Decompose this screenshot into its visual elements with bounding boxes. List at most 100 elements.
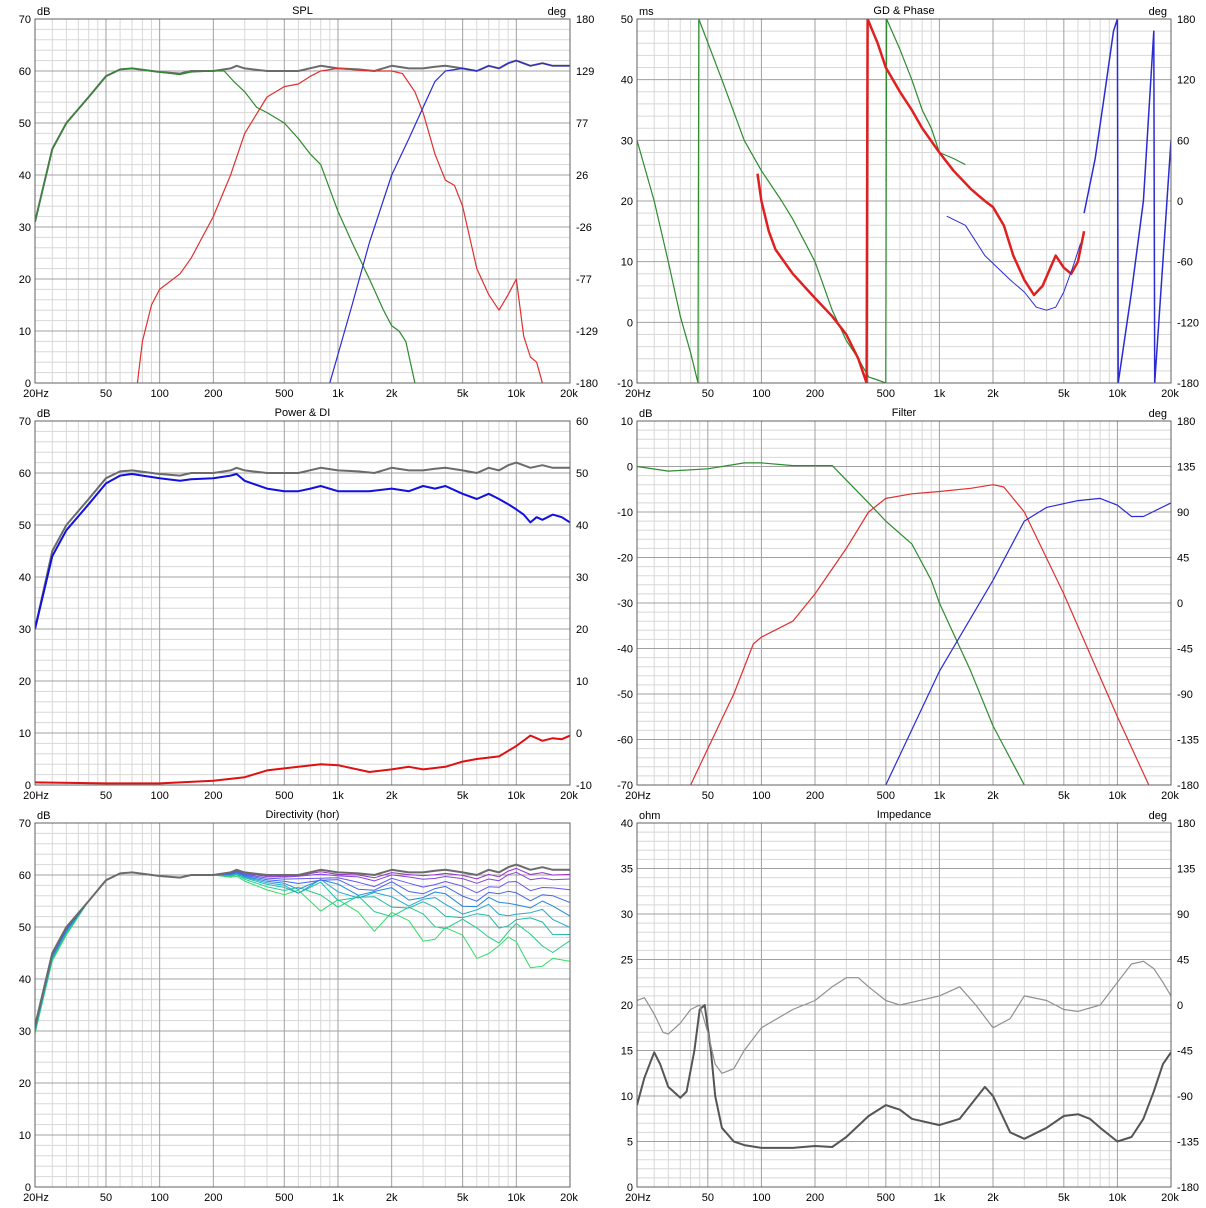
series-high-pass bbox=[885, 497, 1171, 785]
x-tick: 500 bbox=[877, 388, 895, 400]
chart-directivity: Directivity (hor) dB 0 10 20 30 40 50 60 70 20Hz 50… bbox=[19, 809, 579, 1204]
y-tick-left: 25 bbox=[621, 955, 633, 967]
y-tick-left: 20 bbox=[621, 196, 633, 208]
plot-frame bbox=[34, 420, 571, 786]
x-tick: 20Hz bbox=[625, 790, 651, 802]
x-tick: 50 bbox=[100, 790, 112, 802]
y-tick-left: 30 bbox=[621, 135, 633, 147]
y-tick-left: 40 bbox=[621, 818, 633, 830]
y-tick-left: 35 bbox=[621, 864, 633, 876]
y-tick-right: 30 bbox=[576, 572, 588, 584]
y-tick-left: 50 bbox=[19, 520, 31, 532]
x-tick: 2k bbox=[987, 790, 999, 802]
series-woofer-phase bbox=[637, 140, 699, 383]
y-tick-left: 20 bbox=[19, 676, 31, 688]
x-tick: 10k bbox=[1109, 1192, 1127, 1204]
y-tick-right: 135 bbox=[1177, 864, 1195, 876]
series-DI bbox=[35, 734, 570, 785]
series-tweeter-gd bbox=[946, 215, 1081, 311]
x-tick: 500 bbox=[275, 388, 293, 400]
y-tick-right: -180 bbox=[1177, 1182, 1199, 1194]
x-tick: 100 bbox=[752, 388, 770, 400]
series-phase bbox=[637, 960, 1171, 1074]
x-tick: 10k bbox=[1109, 790, 1127, 802]
x-tick: 10k bbox=[507, 1192, 525, 1204]
x-tick: 20k bbox=[560, 1192, 578, 1204]
plot-frame bbox=[636, 420, 1172, 786]
plot-area bbox=[35, 823, 570, 1187]
y-tick-left: 0 bbox=[25, 1182, 31, 1194]
y-tick-right: -120 bbox=[1177, 317, 1199, 329]
y-tick-right: 60 bbox=[576, 416, 588, 428]
x-tick: 500 bbox=[275, 1192, 293, 1204]
y-tick-right: -180 bbox=[576, 378, 598, 390]
x-tick: 100 bbox=[752, 790, 770, 802]
x-tick: 20k bbox=[560, 790, 578, 802]
x-tick: 100 bbox=[150, 790, 168, 802]
y-unit-right: deg bbox=[1149, 810, 1167, 822]
plot-frame bbox=[34, 18, 571, 384]
chart-impedance: Impedance ohm deg 0 5 10 15 20 25 30 35 40 -180 -135 -… bbox=[621, 809, 1199, 1204]
y-tick-left: 70 bbox=[19, 818, 31, 830]
x-tick: 200 bbox=[204, 1192, 222, 1204]
x-tick: 20k bbox=[1161, 388, 1179, 400]
y-tick-left: 30 bbox=[19, 624, 31, 636]
series-total-gd bbox=[756, 173, 868, 383]
y-tick-right: -135 bbox=[1177, 735, 1199, 747]
y-tick-left: 0 bbox=[25, 378, 31, 390]
y-tick-right: 90 bbox=[1177, 909, 1189, 921]
x-tick: 20Hz bbox=[625, 1192, 651, 1204]
y-tick-left: 50 bbox=[19, 118, 31, 130]
y-tick-right: -135 bbox=[1177, 1137, 1199, 1149]
x-tick: 2k bbox=[386, 388, 398, 400]
series-low-pass bbox=[637, 462, 1025, 785]
y-tick-left: 40 bbox=[621, 75, 633, 87]
y-tick-left: 0 bbox=[25, 780, 31, 792]
x-tick: 500 bbox=[275, 790, 293, 802]
y-tick-left: -30 bbox=[617, 598, 633, 610]
plot-frame bbox=[636, 822, 1172, 1188]
y-tick-right: 77 bbox=[576, 118, 588, 130]
y-tick-right: -26 bbox=[576, 222, 592, 234]
y-unit-right: deg bbox=[1149, 6, 1167, 18]
y-tick-left: 10 bbox=[621, 416, 633, 428]
x-tick: 5k bbox=[457, 388, 469, 400]
x-tick: 10k bbox=[507, 790, 525, 802]
y-unit-right: deg bbox=[1149, 408, 1167, 420]
x-tick: 20k bbox=[560, 388, 578, 400]
y-tick-right: -129 bbox=[576, 326, 598, 338]
x-tick: 50 bbox=[100, 1192, 112, 1204]
y-tick-right: 135 bbox=[1177, 462, 1195, 474]
series-power bbox=[35, 473, 570, 630]
y-tick-right: -10 bbox=[576, 780, 592, 792]
series-impedance bbox=[637, 1004, 1171, 1149]
y-tick-right: 180 bbox=[1177, 14, 1195, 26]
y-unit-left: dB bbox=[37, 6, 50, 18]
y-tick-left: 10 bbox=[19, 326, 31, 338]
y-unit-left: dB bbox=[37, 810, 50, 822]
plot-frame bbox=[34, 822, 571, 1188]
x-tick: 1k bbox=[934, 1192, 946, 1204]
y-tick-left: 20 bbox=[19, 274, 31, 286]
chart-title: SPL bbox=[292, 5, 313, 17]
x-tick: 200 bbox=[204, 388, 222, 400]
chart-spl: SPL dB deg 0 10 20 30 40 50 60 70 -180 -129 -77 -26 26 7… bbox=[19, 5, 598, 400]
y-tick-left: 10 bbox=[621, 1091, 633, 1103]
y-tick-left: 50 bbox=[621, 14, 633, 26]
series-tweeter bbox=[329, 60, 570, 383]
y-tick-left: 0 bbox=[627, 317, 633, 329]
chart-gd-phase: GD & Phase ms deg -10 0 10 20 30 40 50 -180 -120 -60… bbox=[617, 5, 1199, 400]
x-tick: 500 bbox=[877, 1192, 895, 1204]
y-tick-left: -20 bbox=[617, 553, 633, 565]
chart-title: GD & Phase bbox=[873, 5, 934, 17]
y-tick-right: 26 bbox=[576, 170, 588, 182]
y-tick-right: 0 bbox=[1177, 1000, 1183, 1012]
y-tick-left: 40 bbox=[19, 170, 31, 182]
y-tick-right: 40 bbox=[576, 520, 588, 532]
y-tick-left: 70 bbox=[19, 416, 31, 428]
y-tick-right: 10 bbox=[576, 676, 588, 688]
y-tick-left: 10 bbox=[621, 257, 633, 269]
y-tick-left: 10 bbox=[19, 1130, 31, 1142]
x-tick: 20Hz bbox=[23, 790, 49, 802]
